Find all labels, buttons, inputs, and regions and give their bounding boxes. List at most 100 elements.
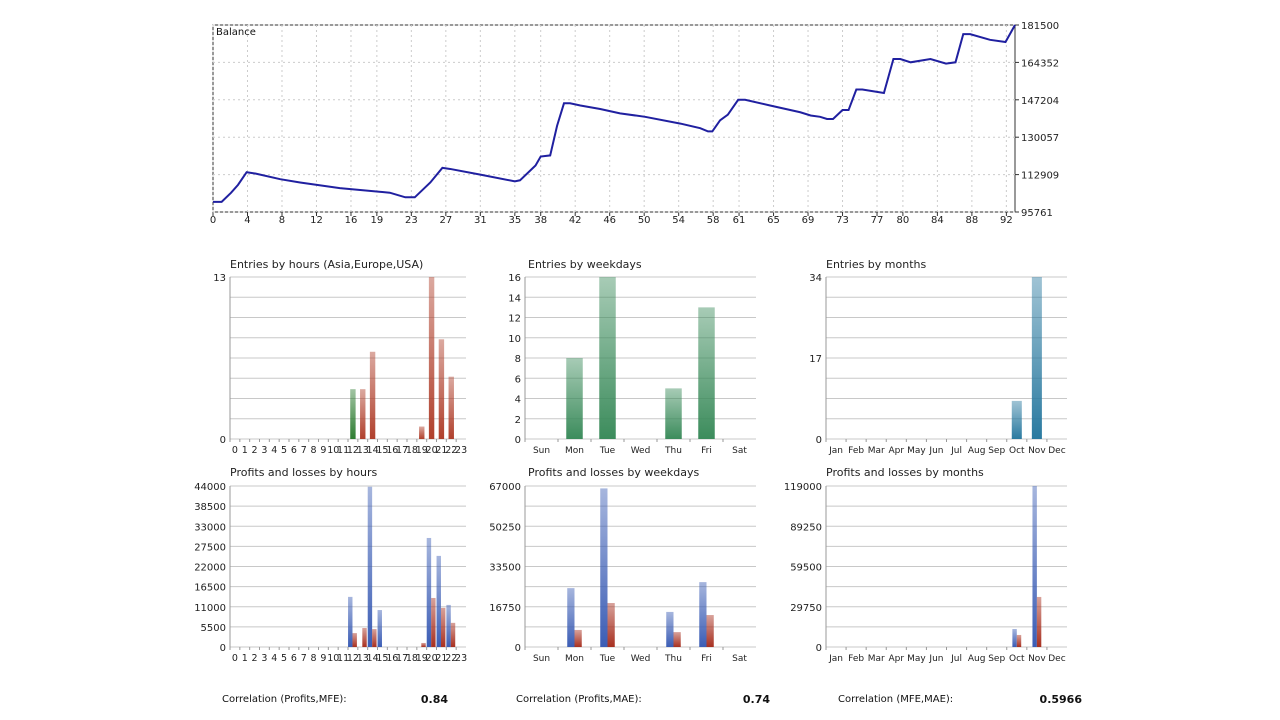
pl-hours-y-tick-label: 5500: [201, 623, 226, 634]
corr-profits-mfe-label: Correlation (Profits,MFE):: [222, 694, 347, 705]
entries-weekdays-bar: [566, 358, 583, 439]
pl-hours-x-tick-label: 14: [367, 653, 379, 664]
entries-hours-x-tick-label: 20: [426, 445, 438, 456]
entries-weekdays-x-tick-label: Tue: [599, 446, 616, 456]
pl-hours-x-tick-label: 22: [445, 653, 457, 664]
balance-y-tick-label: 95761: [1021, 208, 1053, 219]
pl-weekdays-loss-bar: [574, 629, 582, 647]
entries-weekdays-y-tick-label: 10: [508, 334, 521, 345]
pl-months-x-tick-label: Jan: [828, 654, 843, 664]
pl-months-profit-bar: [1012, 629, 1017, 647]
entries-weekdays-y-tick-label: 6: [515, 374, 521, 385]
entries-hours-x-tick-label: 13: [357, 445, 369, 456]
entries-weekdays-x-tick-label: Fri: [701, 446, 712, 456]
entries-weekdays-x-tick-label: Thu: [664, 446, 682, 456]
entries-months-x-tick-label: Sep: [988, 446, 1005, 456]
pl-weekdays-x-tick-label: Sun: [533, 654, 550, 664]
entries-weekdays-bar: [698, 307, 715, 439]
balance-x-tick-label: 69: [802, 215, 815, 226]
entries-hours-x-tick-label: 19: [416, 445, 428, 456]
pl-weekdays-profit-bar: [699, 582, 707, 647]
entries-hours-bar: [350, 389, 356, 439]
entries-hours-x-tick-label: 22: [445, 445, 457, 456]
pl-weekdays-y-tick-label: 33500: [489, 563, 521, 574]
balance-y-tick-label: 112909: [1021, 171, 1059, 182]
entries-months-x-tick-label: Jan: [828, 446, 843, 456]
pl-hours-y-tick-label: 0: [220, 643, 226, 654]
entries-hours-x-tick-label: 6: [291, 445, 297, 456]
balance-x-tick-label: 65: [767, 215, 780, 226]
pl-months-x-tick-label: Apr: [889, 654, 905, 664]
entries-hours-x-tick-label: 21: [435, 445, 447, 456]
balance-x-tick-label: 54: [672, 215, 685, 226]
entries-months-y-tick-label: 0: [816, 435, 822, 446]
balance-y-tick-label: 181500: [1021, 21, 1059, 32]
pl-months-y-tick-label: 0: [816, 643, 822, 654]
balance-x-tick-label: 84: [931, 215, 944, 226]
pl-weekdays-y-tick-label: 0: [515, 643, 521, 654]
entries-hours-x-tick-label: 4: [271, 445, 277, 456]
entries-weekdays-x-tick-label: Wed: [631, 446, 651, 456]
pl-hours-x-tick-label: 19: [416, 653, 428, 664]
entries-weekdays-x-tick-label: Sat: [732, 446, 747, 456]
pl-weekdays-x-tick-label: Sat: [732, 654, 747, 664]
pl-hours-x-tick-label: 17: [396, 653, 408, 664]
balance-y-tick-label: 147204: [1021, 96, 1059, 107]
balance-y-tick-label: 164352: [1021, 58, 1059, 69]
pl-hours-profit-bar: [446, 604, 451, 647]
pl-weekdays-profit-bar: [600, 488, 608, 647]
entries-hours-x-tick-label: 14: [367, 445, 379, 456]
entries-months-y-tick-label: 17: [809, 354, 822, 365]
entries-hours-bar: [360, 389, 366, 439]
pl-hours-x-tick-label: 9: [320, 653, 326, 664]
entries-weekdays-y-tick-label: 2: [515, 415, 521, 426]
corr-profits-mae-label: Correlation (Profits,MAE):: [516, 694, 642, 705]
entries-hours-x-tick-label: 12: [347, 445, 359, 456]
pl-weekdays-loss-bar: [706, 615, 714, 647]
pl-hours-profit-bar: [436, 555, 441, 647]
pl-hours-profit-bar: [426, 537, 432, 647]
entries-weekdays-y-tick-label: 12: [508, 314, 521, 325]
pl-weekdays-y-tick-label: 50250: [489, 522, 521, 533]
entries-hours-x-tick-label: 5: [281, 445, 287, 456]
pl-months-x-tick-label: Feb: [848, 654, 864, 664]
balance-x-tick-label: 77: [871, 215, 884, 226]
balance-x-tick-label: 42: [569, 215, 582, 226]
balance-x-tick-label: 46: [603, 215, 616, 226]
pl-hours-x-tick-label: 8: [311, 653, 317, 664]
entries-weekdays-y-tick-label: 16: [508, 273, 521, 284]
pl-hours-loss-bar: [421, 642, 426, 647]
pl-weekdays-x-tick-label: Wed: [631, 654, 651, 664]
pl-hours-profit-bar: [367, 486, 373, 647]
balance-x-tick-label: 80: [897, 215, 910, 226]
balance-line: [213, 24, 1016, 203]
entries-hours-x-tick-label: 2: [252, 445, 258, 456]
pl-hours-profit-bar: [348, 596, 353, 647]
pl-hours-x-tick-label: 18: [406, 653, 418, 664]
pl-weekdays-loss-bar: [607, 603, 615, 647]
pl-hours-x-tick-label: 12: [347, 653, 359, 664]
pl-months-y-tick-label: 29750: [790, 603, 822, 614]
balance-x-tick-label: 31: [474, 215, 487, 226]
pl-months-x-tick-label: May: [907, 654, 926, 664]
entries-weekdays-bar: [599, 277, 616, 439]
pl-hours-x-tick-label: 7: [301, 653, 307, 664]
balance-chart-title: Balance: [216, 27, 256, 38]
entries-hours-x-tick-label: 0: [232, 445, 238, 456]
pl-hours-x-tick-label: 1: [242, 653, 248, 664]
entries-weekdays-y-tick-label: 0: [515, 435, 521, 446]
pl-months-y-tick-label: 89250: [790, 522, 822, 533]
pl-hours-x-tick-label: 3: [261, 653, 267, 664]
pl-hours-loss-bar: [372, 629, 377, 647]
balance-x-tick-label: 16: [345, 215, 358, 226]
entries-hours-title: Entries by hours (Asia,Europe,USA): [230, 258, 424, 271]
entries-hours-x-tick-label: 7: [301, 445, 307, 456]
pl-hours-x-tick-label: 10: [327, 653, 339, 664]
balance-x-tick-label: 50: [638, 215, 651, 226]
balance-x-tick-label: 73: [836, 215, 849, 226]
pl-months-profit-bar: [1032, 486, 1037, 647]
pl-hours-y-tick-label: 16500: [194, 583, 226, 594]
pl-hours-x-tick-label: 13: [357, 653, 369, 664]
entries-hours-x-tick-label: 9: [320, 445, 326, 456]
pl-weekdays-profit-bar: [666, 611, 674, 647]
